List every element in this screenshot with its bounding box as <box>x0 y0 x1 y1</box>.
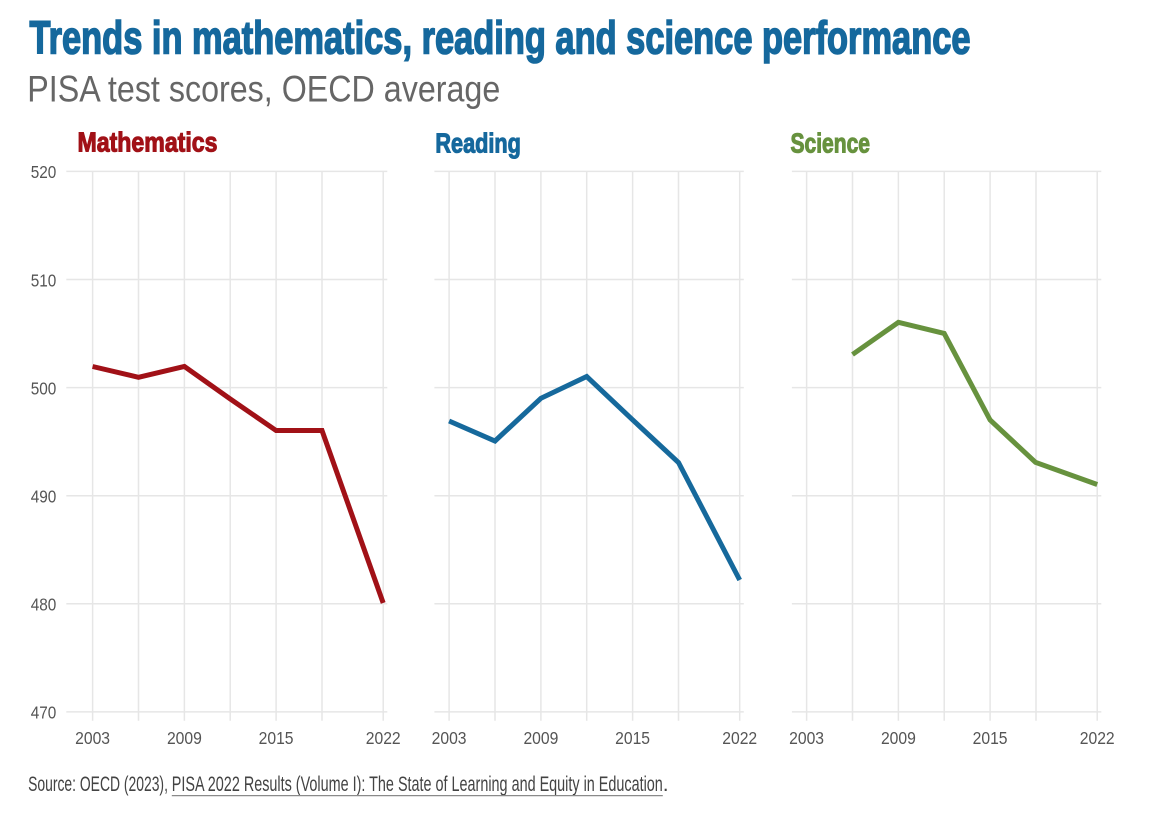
svg-text:Trends in mathematics, reading: Trends in mathematics, reading and scien… <box>30 11 971 63</box>
svg-text:2003: 2003 <box>789 728 824 748</box>
svg-text:2022: 2022 <box>1080 728 1115 748</box>
svg-text:480: 480 <box>31 595 57 615</box>
svg-text:2009: 2009 <box>167 728 202 748</box>
svg-text:2009: 2009 <box>881 728 916 748</box>
svg-text:2015: 2015 <box>973 728 1008 748</box>
svg-text:PISA test scores, OECD average: PISA test scores, OECD average <box>27 68 500 109</box>
svg-text:.: . <box>663 773 669 796</box>
svg-text:Reading: Reading <box>435 127 521 158</box>
svg-text:2003: 2003 <box>75 728 110 748</box>
svg-text:2003: 2003 <box>432 728 467 748</box>
svg-text:Mathematics: Mathematics <box>78 127 218 158</box>
svg-text:520: 520 <box>31 162 57 182</box>
svg-text:Source: OECD (2023),: Source: OECD (2023), <box>28 773 172 796</box>
svg-text:2015: 2015 <box>615 728 650 748</box>
svg-text:500: 500 <box>31 378 57 398</box>
svg-text:2022: 2022 <box>722 728 757 748</box>
svg-text:Science: Science <box>791 127 871 158</box>
svg-text:510: 510 <box>31 270 57 290</box>
svg-text:2022: 2022 <box>366 728 401 748</box>
svg-text:490: 490 <box>31 487 57 507</box>
svg-text:PISA 2022 Results (Volume I):: PISA 2022 Results (Volume I): The State … <box>172 773 663 796</box>
svg-text:2015: 2015 <box>259 728 294 748</box>
svg-text:470: 470 <box>31 703 57 723</box>
svg-text:2009: 2009 <box>523 728 558 748</box>
